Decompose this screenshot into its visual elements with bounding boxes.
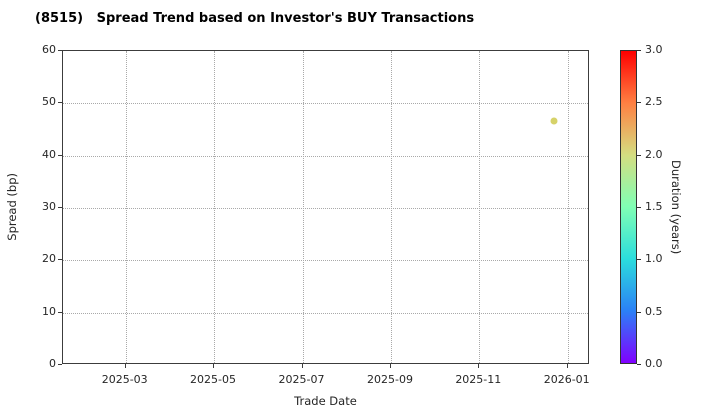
- y-tick-label: 40: [42, 147, 56, 161]
- x-tick-mark: [213, 364, 214, 368]
- x-tick-label: 2025-11: [455, 373, 502, 386]
- colorbar-tick-mark: [637, 207, 641, 208]
- colorbar-tick-mark: [637, 364, 641, 365]
- x-tick-label: 2025-07: [278, 373, 325, 386]
- colorbar-tick-label: 2.5: [645, 95, 663, 109]
- colorbar-tick-label: 0.0: [645, 357, 663, 370]
- colorbar-label-wrap: Duration (years): [666, 50, 686, 364]
- y-tick-mark: [58, 259, 62, 261]
- colorbar-tick-mark: [637, 311, 641, 313]
- vgridline-2026-01: [567, 51, 569, 363]
- vgridline-2025-05: [214, 51, 215, 363]
- colorbar-tick-mark: [637, 154, 641, 156]
- colorbar-tick-label: 0.5: [645, 304, 663, 318]
- y-tick-label: 20: [42, 252, 56, 266]
- vgridline-2025-03: [125, 51, 127, 363]
- colorbar-tick-mark: [637, 102, 641, 104]
- colorbar-tick-label: 2.0: [645, 147, 663, 161]
- y-tick-label: 30: [42, 200, 56, 213]
- y-tick-label: 0: [49, 357, 56, 370]
- scatter-point: [550, 117, 558, 125]
- colorbar-tick-mark: [637, 50, 641, 51]
- colorbar-tick-label: 1.0: [645, 252, 663, 266]
- colorbar-tick-mark: [637, 259, 641, 261]
- hgridline-10: [63, 312, 588, 314]
- x-axis-label: Trade Date: [294, 394, 357, 408]
- hgridline-30: [63, 208, 588, 209]
- hgridline-50: [63, 103, 588, 105]
- y-tick-label: 50: [42, 95, 56, 109]
- colorbar-label: Duration (years): [669, 159, 683, 255]
- vgridline-2025-07: [302, 51, 304, 363]
- hgridline-40: [63, 155, 588, 157]
- y-tick-mark: [58, 50, 62, 51]
- y-axis-label: Spread (bp): [5, 173, 19, 241]
- x-tick-mark: [301, 364, 303, 368]
- hgridline-20: [63, 260, 588, 262]
- x-tick-label: 2025-03: [101, 373, 148, 386]
- x-tick-mark: [566, 364, 568, 368]
- y-axis-label-wrap: Spread (bp): [2, 50, 22, 364]
- x-tick-label: 2025-05: [190, 373, 236, 386]
- x-tick-label: 2025-09: [367, 373, 413, 386]
- colorbar-tick-label: 3.0: [645, 43, 663, 56]
- y-tick-mark: [58, 102, 62, 104]
- x-tick-label: 2026-01: [543, 373, 590, 386]
- vgridline-2025-11: [479, 51, 481, 363]
- x-tick-mark: [478, 364, 480, 368]
- x-tick-mark: [124, 364, 126, 368]
- colorbar-tick-label: 1.5: [645, 200, 663, 213]
- chart-title: (8515) Spread Trend based on Investor's …: [35, 11, 475, 26]
- x-tick-mark: [390, 364, 391, 368]
- y-tick-label: 10: [42, 304, 56, 318]
- y-tick-mark: [58, 207, 62, 208]
- y-tick-mark: [58, 154, 62, 156]
- plot-area: [62, 50, 589, 364]
- colorbar-gradient: [620, 50, 637, 364]
- y-tick-label: 60: [42, 43, 56, 56]
- vgridline-2025-09: [391, 51, 392, 363]
- y-tick-mark: [58, 311, 62, 313]
- y-tick-mark: [58, 364, 62, 365]
